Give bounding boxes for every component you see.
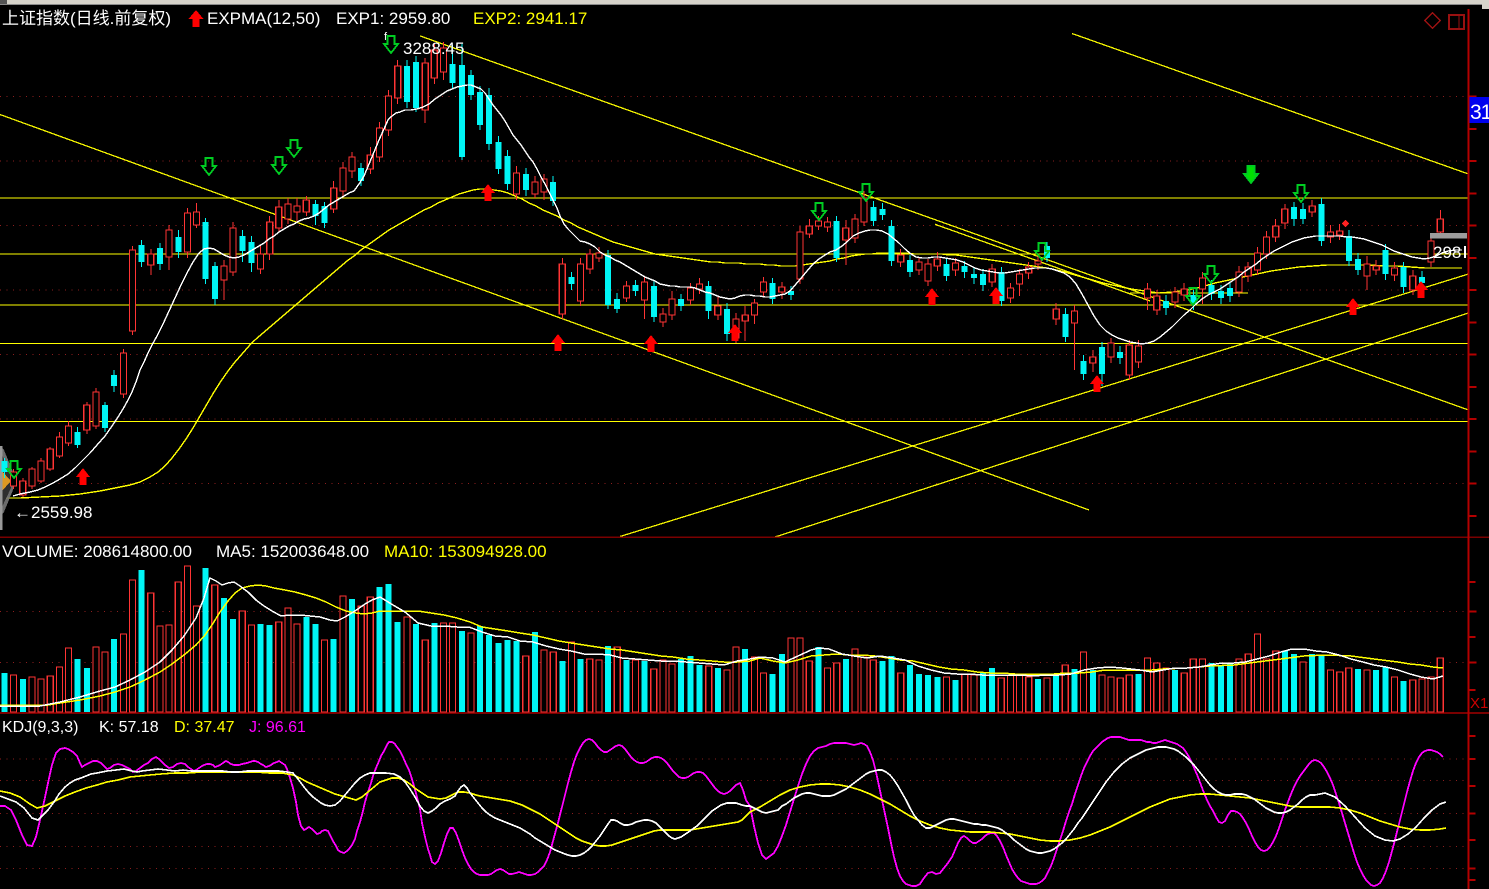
svg-text:J: 96.61: J: 96.61 [249,719,306,736]
svg-text:X1: X1 [1470,695,1488,712]
svg-text:上证指数(日线.前复权): 上证指数(日线.前复权) [2,9,171,28]
svg-text:f: f [384,31,388,43]
svg-text:VOLUME: 208614800.00: VOLUME: 208614800.00 [2,542,192,561]
svg-text:D: 37.47: D: 37.47 [174,719,235,736]
svg-text:EXP1: 2959.80: EXP1: 2959.80 [336,9,450,28]
svg-text:MA5: 152003648.00: MA5: 152003648.00 [216,542,369,561]
svg-text:K: 57.18: K: 57.18 [99,719,159,736]
svg-text:MA10: 153094928.00: MA10: 153094928.00 [384,542,547,561]
svg-text:31: 31 [1470,101,1489,124]
svg-text:EXPMA(12,50): EXPMA(12,50) [207,9,320,28]
svg-text:←2559.98: ←2559.98 [14,503,92,522]
svg-text:3288.45: 3288.45 [403,39,464,58]
svg-text:EXP2: 2941.17: EXP2: 2941.17 [473,9,587,28]
svg-text:298: 298 [1433,243,1461,262]
svg-text:KDJ(9,3,3): KDJ(9,3,3) [2,719,78,736]
